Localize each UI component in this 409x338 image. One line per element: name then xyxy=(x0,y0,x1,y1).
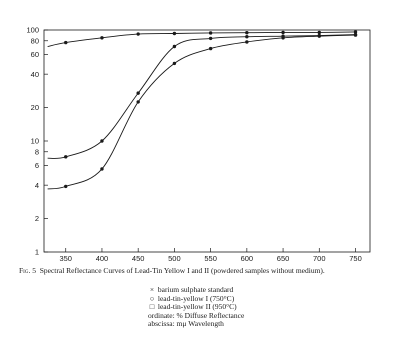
circle-icon: ○ xyxy=(149,293,155,303)
data-point-lead-tin-yellow-i-750-c xyxy=(208,46,213,51)
y-tick-label: 6 xyxy=(35,161,39,170)
y-tick-label: 40 xyxy=(31,70,39,79)
y-tick-label: 80 xyxy=(31,36,39,45)
x-axis-ticks: 350 400 450 500 550 600 650 700 750 xyxy=(59,248,362,263)
y-tick-label: 60 xyxy=(31,50,39,59)
data-point-lead-tin-yellow-ii-950-c xyxy=(317,33,321,38)
data-point-lead-tin-yellow-ii-950-c xyxy=(172,44,177,49)
x-tick-label: 450 xyxy=(132,254,145,263)
figure-caption: Fig. 5 Spectral Reflectance Curves of Le… xyxy=(19,266,391,275)
data-point-lead-tin-yellow-i-750-c xyxy=(64,184,68,189)
abscissa-prefix: abscissa: xyxy=(148,319,175,329)
x-tick-label: 550 xyxy=(204,254,217,263)
data-point-lead-tin-yellow-ii-950-c xyxy=(136,91,140,95)
x-tick-label: 650 xyxy=(277,254,290,263)
ordinate-note: ordinate: % Diffuse Reflectance xyxy=(148,310,348,321)
data-point-lead-tin-yellow-i-750-c xyxy=(100,167,104,171)
data-point-lead-tin-yellow-ii-950-c xyxy=(100,139,104,143)
data-point-barium-sulphate-standard xyxy=(64,40,68,45)
legend-label: lead-tin-yellow II (950°C) xyxy=(157,302,237,312)
data-point-lead-tin-yellow-ii-950-c xyxy=(208,36,213,41)
data-point-barium-sulphate-standard xyxy=(208,31,213,35)
x-tick-label: 700 xyxy=(313,254,326,263)
y-tick-label: 10 xyxy=(31,137,39,146)
data-point-barium-sulphate-standard xyxy=(245,31,249,35)
data-point-barium-sulphate-standard xyxy=(317,30,321,35)
legend-item-yellow-ii: □ lead-tin-yellow II (950°C) xyxy=(148,302,348,312)
data-point-barium-sulphate-standard xyxy=(172,31,177,36)
series-line-lead-tin-yellow-ii-950-c xyxy=(47,34,356,159)
plot-frame xyxy=(43,29,371,253)
data-point-lead-tin-yellow-ii-950-c xyxy=(281,34,285,38)
figure-title: Spectral Reflectance Curves of Lead-Tin … xyxy=(39,266,325,275)
x-tick-label: 400 xyxy=(96,254,109,263)
data-point-barium-sulphate-standard xyxy=(136,32,140,36)
legend-item-yellow-i: ○ lead-tin-yellow I (750°C) xyxy=(148,293,348,304)
data-point-lead-tin-yellow-i-750-c xyxy=(136,100,140,104)
figure-label: Fig. 5 xyxy=(19,266,36,275)
abscissa-text: mμ Wavelength xyxy=(176,319,224,329)
abscissa-note: abscissa: mμ Wavelength xyxy=(148,320,348,329)
data-point-lead-tin-yellow-ii-950-c xyxy=(245,35,249,39)
y-tick-label: 1 xyxy=(35,248,39,257)
legend: × barium sulphate standard ○ lead-tin-ye… xyxy=(148,285,348,329)
data-point-lead-tin-yellow-i-750-c xyxy=(245,40,249,44)
data-point-barium-sulphate-standard xyxy=(353,30,358,34)
y-tick-label: 20 xyxy=(31,103,39,112)
legend-label: barium sulphate standard xyxy=(157,285,234,294)
series-line-lead-tin-yellow-i-750-c xyxy=(47,34,356,190)
data-point-lead-tin-yellow-ii-950-c xyxy=(353,32,358,37)
y-tick-label: 2 xyxy=(35,214,39,223)
square-icon: □ xyxy=(149,302,155,312)
y-tick-label: 4 xyxy=(35,181,39,190)
data-point-lead-tin-yellow-ii-950-c xyxy=(64,155,68,159)
data-point-barium-sulphate-standard xyxy=(100,36,104,40)
x-tick-label: 750 xyxy=(349,254,362,263)
y-tick-label: 8 xyxy=(35,147,39,156)
ordinate-prefix: ordinate: xyxy=(148,310,175,320)
y-tick-label: 100 xyxy=(26,26,39,35)
cross-icon: × xyxy=(149,285,155,294)
x-tick-label: 600 xyxy=(241,254,254,263)
series-markers xyxy=(64,30,358,189)
x-tick-label: 500 xyxy=(168,254,181,263)
series-line-barium-sulphate-standard xyxy=(47,31,356,47)
x-tick-label: 350 xyxy=(59,254,72,263)
ordinate-text: % Diffuse Reflectance xyxy=(176,310,245,320)
legend-label: lead-tin-yellow I (750°C) xyxy=(157,293,235,303)
data-point-lead-tin-yellow-i-750-c xyxy=(172,61,177,66)
data-point-barium-sulphate-standard xyxy=(281,30,285,35)
legend-item-barium: × barium sulphate standard xyxy=(148,285,348,295)
series-lines xyxy=(47,31,356,190)
